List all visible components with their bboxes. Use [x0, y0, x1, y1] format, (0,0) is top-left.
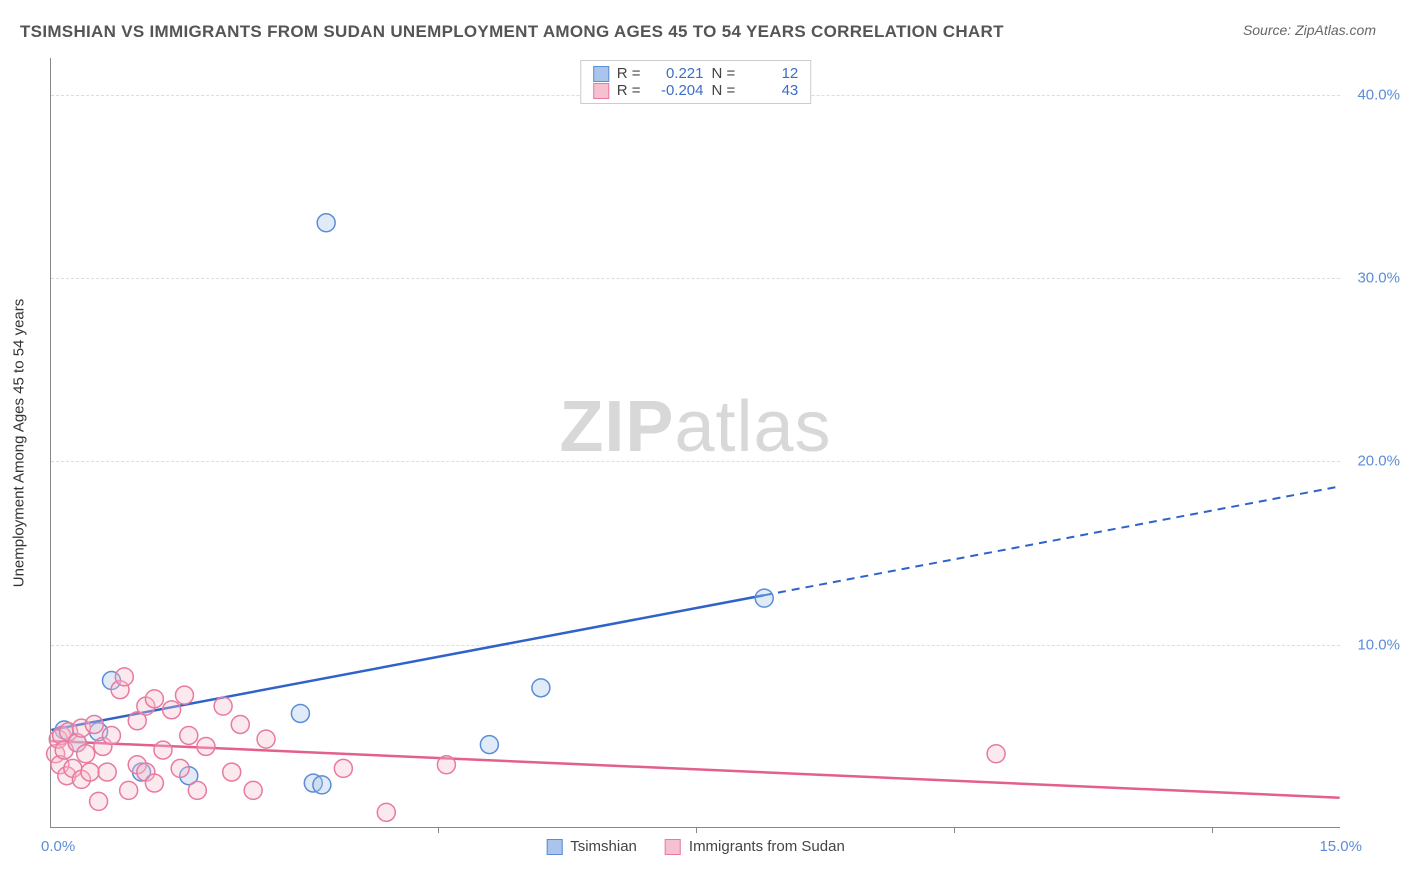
scatter-svg: [51, 58, 1340, 827]
trend-line-extrapolated: [764, 486, 1339, 595]
data-point: [244, 781, 262, 799]
legend-swatch-series-1: [546, 839, 562, 855]
data-point: [317, 214, 335, 232]
legend-label-series-1: Tsimshian: [570, 838, 637, 855]
data-point: [437, 756, 455, 774]
source-attribution: Source: ZipAtlas.com: [1243, 22, 1376, 38]
data-point: [98, 763, 116, 781]
data-point: [163, 701, 181, 719]
x-axis-max-label: 15.0%: [1319, 838, 1362, 855]
x-tick: [438, 827, 439, 833]
data-point: [175, 686, 193, 704]
data-point: [755, 589, 773, 607]
data-point: [180, 726, 198, 744]
swatch-series-1: [593, 66, 609, 82]
r-value-series-1: 0.221: [649, 65, 704, 82]
data-point: [291, 704, 309, 722]
data-point: [313, 776, 331, 794]
legend-swatch-series-2: [665, 839, 681, 855]
x-tick: [1212, 827, 1213, 833]
y-tick-label: 30.0%: [1357, 270, 1400, 287]
r-value-series-2: -0.204: [649, 82, 704, 99]
plot-area: Unemployment Among Ages 45 to 54 years Z…: [50, 58, 1340, 828]
swatch-series-2: [593, 83, 609, 99]
data-point: [231, 715, 249, 733]
y-tick-label: 40.0%: [1357, 86, 1400, 103]
data-point: [214, 697, 232, 715]
data-point: [377, 803, 395, 821]
n-label: N =: [712, 82, 736, 99]
x-tick: [696, 827, 697, 833]
n-label: N =: [712, 65, 736, 82]
data-point: [171, 759, 189, 777]
trend-line: [51, 595, 764, 730]
stats-row-series-1: R = 0.221 N = 12: [593, 65, 799, 82]
data-point: [115, 668, 133, 686]
r-label: R =: [617, 82, 641, 99]
chart-title: TSIMSHIAN VS IMMIGRANTS FROM SUDAN UNEMP…: [20, 22, 1004, 42]
legend: Tsimshian Immigrants from Sudan: [546, 838, 845, 855]
y-axis-title: Unemployment Among Ages 45 to 54 years: [11, 298, 28, 587]
data-point: [188, 781, 206, 799]
data-point: [81, 763, 99, 781]
data-point: [145, 690, 163, 708]
data-point: [197, 737, 215, 755]
data-point: [120, 781, 138, 799]
data-point: [987, 745, 1005, 763]
data-point: [154, 741, 172, 759]
data-point: [480, 736, 498, 754]
n-value-series-2: 43: [743, 82, 798, 99]
data-point: [77, 745, 95, 763]
legend-label-series-2: Immigrants from Sudan: [689, 838, 845, 855]
x-axis-min-label: 0.0%: [41, 838, 75, 855]
data-point: [334, 759, 352, 777]
data-point: [257, 730, 275, 748]
data-point: [90, 792, 108, 810]
data-point: [223, 763, 241, 781]
legend-item-series-2: Immigrants from Sudan: [665, 838, 845, 855]
y-tick-label: 20.0%: [1357, 453, 1400, 470]
legend-item-series-1: Tsimshian: [546, 838, 637, 855]
correlation-stats-box: R = 0.221 N = 12 R = -0.204 N = 43: [580, 60, 812, 104]
data-point: [102, 726, 120, 744]
data-point: [145, 774, 163, 792]
r-label: R =: [617, 65, 641, 82]
data-point: [85, 715, 103, 733]
stats-row-series-2: R = -0.204 N = 43: [593, 82, 799, 99]
y-tick-label: 10.0%: [1357, 636, 1400, 653]
data-point: [532, 679, 550, 697]
n-value-series-1: 12: [743, 65, 798, 82]
x-tick: [954, 827, 955, 833]
